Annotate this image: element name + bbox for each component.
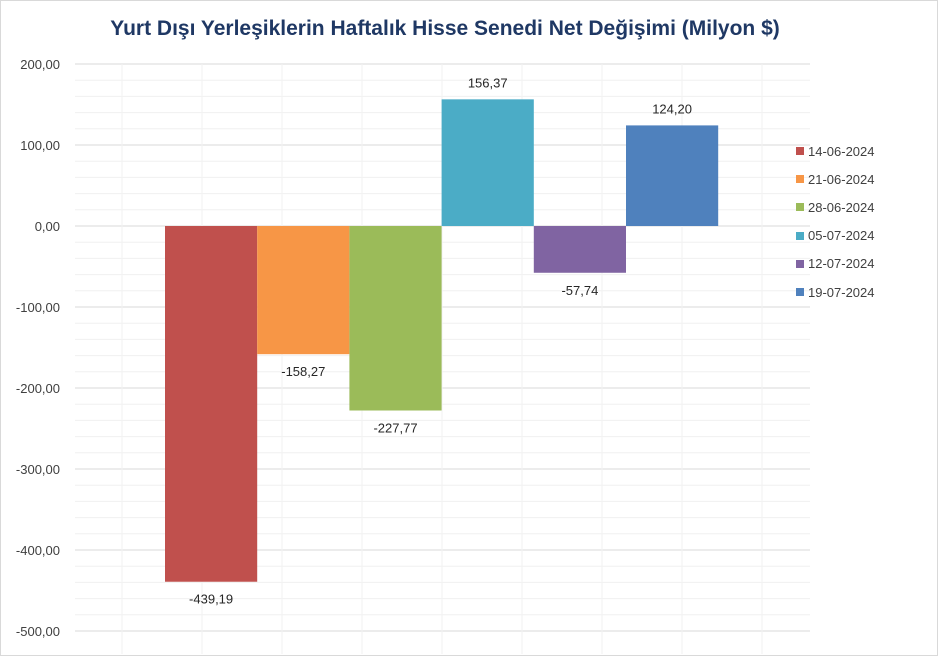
y-tick-label: -200,00 [16, 381, 60, 396]
legend-item: 05-07-2024 [796, 222, 875, 250]
bar-28-06-2024 [349, 226, 442, 411]
legend-label: 28-06-2024 [808, 199, 875, 215]
data-label: -57,74 [561, 283, 598, 298]
y-tick-label: -100,00 [16, 300, 60, 315]
chart-title: Yurt Dışı Yerleşiklerin Haftalık Hisse S… [110, 17, 780, 40]
y-tick-label: 100,00 [20, 138, 60, 153]
legend-swatch [796, 147, 804, 156]
legend-swatch [796, 288, 804, 297]
bar-14-06-2024 [165, 226, 258, 582]
y-tick-label: -300,00 [16, 462, 60, 477]
data-label: -227,77 [373, 420, 417, 435]
bar-12-07-2024 [533, 226, 626, 273]
legend-label: 14-06-2024 [808, 143, 875, 159]
legend-item: 21-06-2024 [796, 165, 875, 193]
legend-label: 19-07-2024 [808, 284, 875, 300]
bar-05-07-2024 [441, 99, 534, 226]
legend-item: 12-07-2024 [796, 250, 875, 278]
data-label: 124,20 [652, 101, 692, 116]
y-tick-label: -400,00 [16, 543, 60, 558]
bar-21-06-2024 [257, 226, 350, 355]
y-tick-label: 200,00 [20, 57, 60, 72]
legend-item: 14-06-2024 [796, 137, 875, 165]
bar-19-07-2024 [626, 125, 719, 226]
data-label: -439,19 [189, 592, 233, 607]
y-tick-label: 0,00 [35, 219, 60, 234]
legend-swatch [796, 203, 804, 212]
data-label: -158,27 [281, 364, 325, 379]
legend-swatch [796, 259, 804, 268]
legend-swatch [796, 175, 804, 184]
y-tick-label: -500,00 [16, 624, 60, 639]
legend-label: 12-07-2024 [808, 256, 875, 272]
legend-label: 05-07-2024 [808, 228, 875, 244]
legend-label: 21-06-2024 [808, 171, 875, 187]
data-label: 156,37 [468, 75, 508, 90]
legend: 14-06-2024 21-06-2024 28-06-2024 05-07-2024… [796, 137, 875, 306]
legend-item: 28-06-2024 [796, 193, 875, 221]
legend-swatch [796, 231, 804, 240]
legend-item: 19-07-2024 [796, 278, 875, 306]
